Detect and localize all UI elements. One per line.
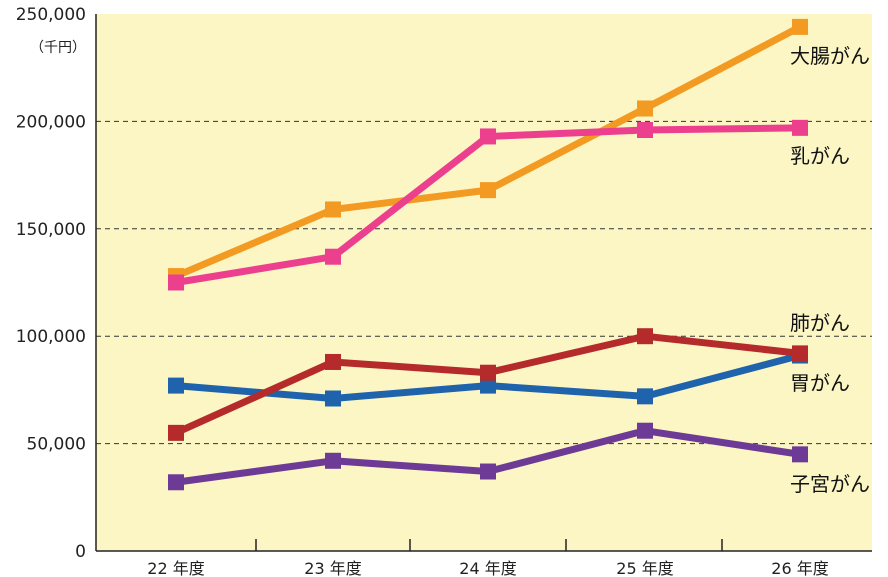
series-4 xyxy=(168,422,808,491)
data-point xyxy=(637,121,653,138)
x-axis-ticks: 22 年度 23 年度 24 年度 25 年度 26 年度 xyxy=(147,559,828,577)
y-tick-label: 150,000 xyxy=(16,220,86,240)
y-tick-label: 200,000 xyxy=(16,112,86,132)
y-tick-label: 0 xyxy=(75,542,86,562)
data-point xyxy=(637,422,653,439)
x-tick-label: 24 年度 xyxy=(459,559,516,577)
x-tick-label: 23 年度 xyxy=(304,559,361,577)
series-label: 大腸がん xyxy=(790,44,870,68)
data-point xyxy=(325,248,341,265)
x-tick-label: 22 年度 xyxy=(147,559,204,577)
plot-background xyxy=(96,14,872,551)
data-point xyxy=(792,345,808,362)
series-label: 胃がん xyxy=(790,371,850,395)
series-3 xyxy=(168,328,808,441)
y-tick-label: 100,000 xyxy=(16,327,86,347)
data-point xyxy=(480,463,496,480)
grid-lines xyxy=(96,120,872,445)
data-point xyxy=(480,128,496,145)
series-label: 子宮がん xyxy=(790,472,870,496)
data-point xyxy=(168,274,184,291)
data-point xyxy=(637,100,653,117)
data-point xyxy=(325,201,341,218)
data-point xyxy=(325,390,341,407)
data-point xyxy=(480,364,496,381)
series-label: 乳がん xyxy=(790,144,850,168)
data-point xyxy=(480,377,496,394)
y-axis-unit: （千円） xyxy=(30,40,86,56)
data-point xyxy=(792,18,808,35)
series-1 xyxy=(168,119,808,291)
y-tick-label: 250,000 xyxy=(16,5,86,25)
series-layer xyxy=(168,18,808,491)
data-point xyxy=(637,388,653,405)
data-point xyxy=(168,474,184,491)
data-point xyxy=(792,119,808,136)
y-axis-ticks: 0 50,000 100,000 150,000 200,000 250,000 xyxy=(16,5,86,562)
x-tick-label: 25 年度 xyxy=(616,559,673,577)
data-point xyxy=(480,182,496,199)
data-point xyxy=(637,328,653,345)
data-point xyxy=(168,424,184,441)
x-tick-label: 26 年度 xyxy=(771,559,828,577)
data-point xyxy=(792,446,808,463)
series-label: 肺がん xyxy=(790,311,850,335)
axes xyxy=(95,14,872,552)
data-point xyxy=(168,377,184,394)
data-point xyxy=(325,452,341,469)
data-point xyxy=(325,353,341,370)
y-tick-label: 50,000 xyxy=(27,435,86,455)
